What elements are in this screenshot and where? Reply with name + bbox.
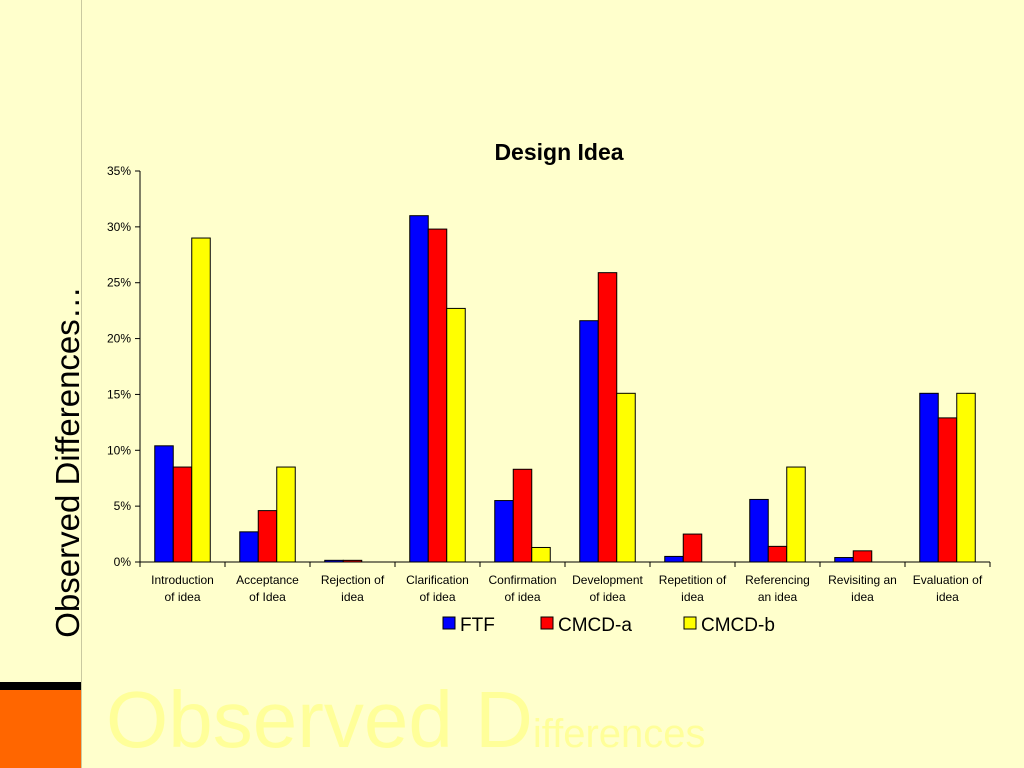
x-category-label: Repetition of idea [659, 573, 727, 604]
bar-cmcd-a-5 [597, 272, 618, 563]
bar-cmcd-b-1 [276, 466, 296, 563]
x-category-label: Development of idea [572, 573, 643, 604]
bar-cmcd-b-3 [446, 307, 466, 563]
x-category-label: Revisiting an idea [828, 573, 897, 604]
bar-cmcd-a-8 [852, 550, 873, 563]
y-tick-label: 20% [107, 332, 131, 346]
bar-cmcd-b-5 [616, 392, 636, 563]
x-category-label: Clarification of idea [406, 573, 469, 604]
bar-ftf-7 [749, 498, 769, 563]
x-category-label: Introduction of idea [151, 573, 214, 604]
chart-legend: FTF CMCD-a CMCD-b [442, 615, 775, 636]
legend-label-cmcd-b: CMCD-b [701, 615, 775, 636]
legend-label-ftf: FTF [460, 615, 495, 636]
bar-ftf-2 [324, 559, 344, 563]
y-tick-label: 25% [107, 276, 131, 290]
bar-cmcd-b-7 [786, 466, 806, 563]
watermark-big: Observed D [106, 675, 533, 764]
bar-ftf-9 [919, 392, 939, 563]
sidebar-black-stripe [0, 682, 81, 690]
bar-cmcd-a-2 [342, 559, 363, 563]
y-tick-label: 35% [107, 164, 131, 178]
bar-cmcd-a-3 [427, 228, 448, 563]
bar-cmcd-b-4 [531, 546, 551, 563]
chart-title: Design Idea [494, 139, 623, 165]
y-tick-label: 30% [107, 220, 131, 234]
x-category-label: Evaluation of idea [913, 573, 983, 604]
y-tick-label: 5% [114, 499, 132, 513]
bar-ftf-0 [154, 445, 174, 563]
bar-cmcd-a-1 [257, 510, 278, 563]
bar-cmcd-a-7 [767, 545, 788, 563]
sidebar-orange-block [0, 690, 81, 768]
bar-cmcd-a-0 [172, 466, 193, 563]
x-category-label: Rejection of idea [321, 573, 385, 604]
bar-ftf-5 [579, 320, 599, 563]
y-tick-label: 15% [107, 387, 131, 401]
x-category-label: Confirmation of idea [488, 573, 556, 604]
legend-label-cmcd-a: CMCD-a [558, 615, 632, 636]
y-tick-label: 0% [114, 555, 132, 569]
bar-cmcd-b-0 [191, 237, 211, 563]
bar-cmcd-b-9 [956, 392, 976, 563]
legend-swatch-cmcd-b [683, 616, 697, 630]
x-category-label: Referencing an idea [745, 573, 810, 604]
chart-labels: Introduction of idea Acceptance of Idea Reje… [151, 573, 983, 604]
legend-swatch-ftf [442, 616, 456, 630]
bar-ftf-3 [409, 215, 429, 563]
bar-cmcd-a-4 [512, 468, 533, 563]
watermark-text: Observed Differences [106, 680, 706, 760]
legend-swatch-cmcd-a [540, 616, 554, 630]
bar-ftf-4 [494, 500, 514, 563]
chart-axes: 0% 5% 10% 15% 20% 25% 30% 35% [107, 164, 991, 569]
left-sidebar-band [0, 0, 82, 768]
y-tick-label: 10% [107, 443, 131, 457]
bar-ftf-6 [664, 555, 684, 563]
bar-cmcd-a-9 [937, 417, 958, 563]
x-category-label: Acceptance of Idea [236, 573, 299, 604]
bar-ftf-1 [239, 531, 259, 563]
bar-ftf-8 [834, 557, 854, 563]
chart-bars [154, 215, 976, 563]
bar-cmcd-a-6 [682, 533, 703, 563]
watermark-small: ifferences [532, 712, 706, 756]
